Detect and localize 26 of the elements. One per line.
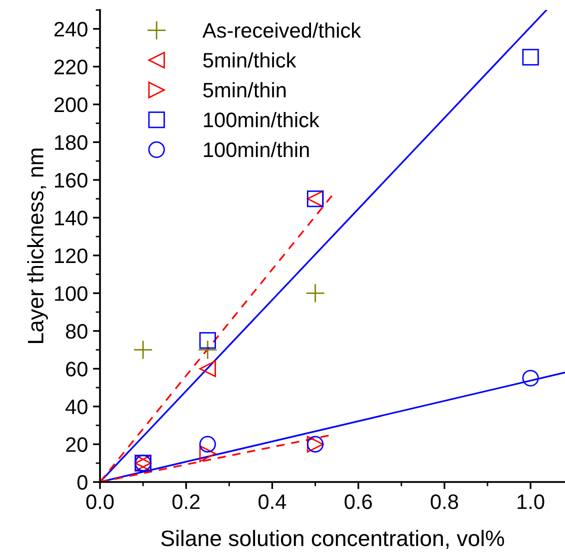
y-tick-label: 200 — [54, 97, 88, 112]
y-tick-label: 160 — [55, 172, 88, 188]
y-tick-label: 60 — [66, 362, 88, 376]
x-axis-title: Silane solution concentration, vol% — [161, 530, 504, 549]
legend-label: 100min/thick — [204, 112, 320, 128]
y-tick-label: 140 — [55, 210, 88, 226]
y-tick-label: 100 — [55, 286, 88, 301]
x-tick-label: 0.4 — [258, 494, 286, 510]
x-tick-label: 1.0 — [518, 494, 544, 510]
legend-label: As-received/thick — [202, 22, 362, 38]
y-tick-label: 40 — [66, 399, 88, 414]
y-tick-label: 20 — [66, 437, 88, 452]
x-tick-label: 0.6 — [344, 494, 372, 510]
y-tick-label: 120 — [55, 248, 88, 264]
legend-label: 5min/thin — [203, 82, 286, 98]
y-axis-title: Layer thickness, nm — [27, 148, 48, 343]
legend-label: 100min/thin — [204, 142, 309, 158]
y-tick-label: 240 — [54, 22, 88, 37]
x-tick-label: 0.8 — [430, 494, 458, 510]
y-tick-label: 0 — [77, 475, 88, 490]
legend-label: 5min/thick — [203, 52, 296, 68]
x-tick-label: 0.0 — [86, 494, 114, 510]
y-tick-label: 180 — [55, 135, 88, 150]
x-tick-label: 0.2 — [172, 494, 200, 510]
y-tick-label: 220 — [54, 60, 88, 74]
y-tick-label: 80 — [66, 324, 88, 339]
